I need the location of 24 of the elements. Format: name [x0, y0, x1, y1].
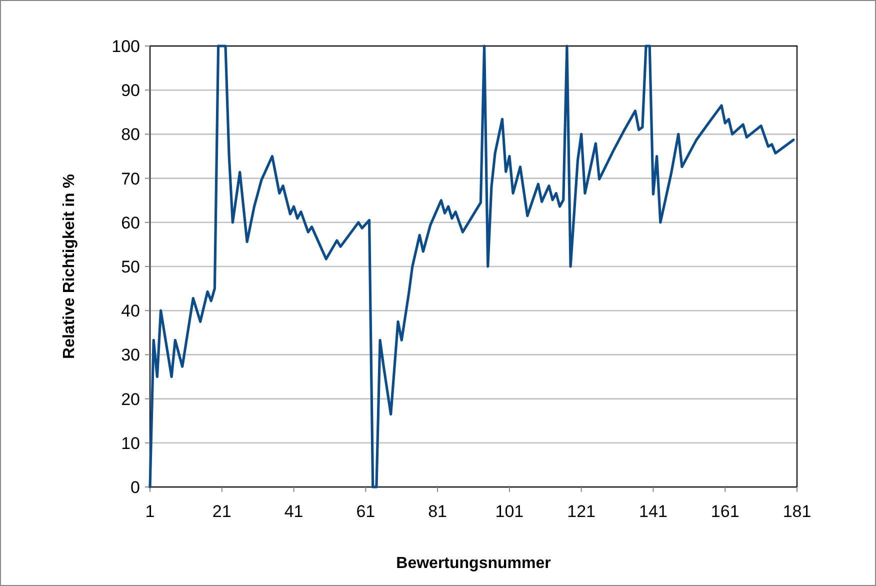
x-tick-label: 41	[284, 502, 304, 521]
x-axis-title: Bewertungsnummer	[396, 555, 551, 572]
x-tick-label: 21	[212, 502, 232, 521]
x-tick-label: 181	[782, 502, 812, 521]
x-tick-label: 101	[495, 502, 524, 521]
y-tick-label: 0	[130, 478, 140, 497]
y-tick-label: 90	[121, 81, 140, 100]
y-tick-label: 70	[121, 169, 140, 188]
x-tick-label: 161	[710, 502, 740, 521]
x-tick-label: 81	[428, 502, 448, 521]
y-tick-label: 60	[121, 213, 140, 232]
x-tick-label: 121	[567, 502, 596, 521]
line-series	[148, 44, 795, 488]
y-tick-label: 80	[121, 125, 140, 144]
x-tick-label: 61	[356, 502, 376, 521]
y-tick-label: 100	[112, 36, 140, 56]
y-tick-label: 10	[121, 434, 140, 453]
y-tick-label: 20	[121, 390, 140, 409]
x-tick-label: 1	[145, 502, 155, 521]
y-axis-title: Relative Richtigkeit in %	[61, 174, 78, 359]
x-tick-label: 141	[639, 502, 668, 521]
y-tick-label: 30	[121, 346, 140, 365]
y-tick-label: 50	[121, 257, 140, 276]
y-tick-label: 40	[121, 302, 140, 321]
